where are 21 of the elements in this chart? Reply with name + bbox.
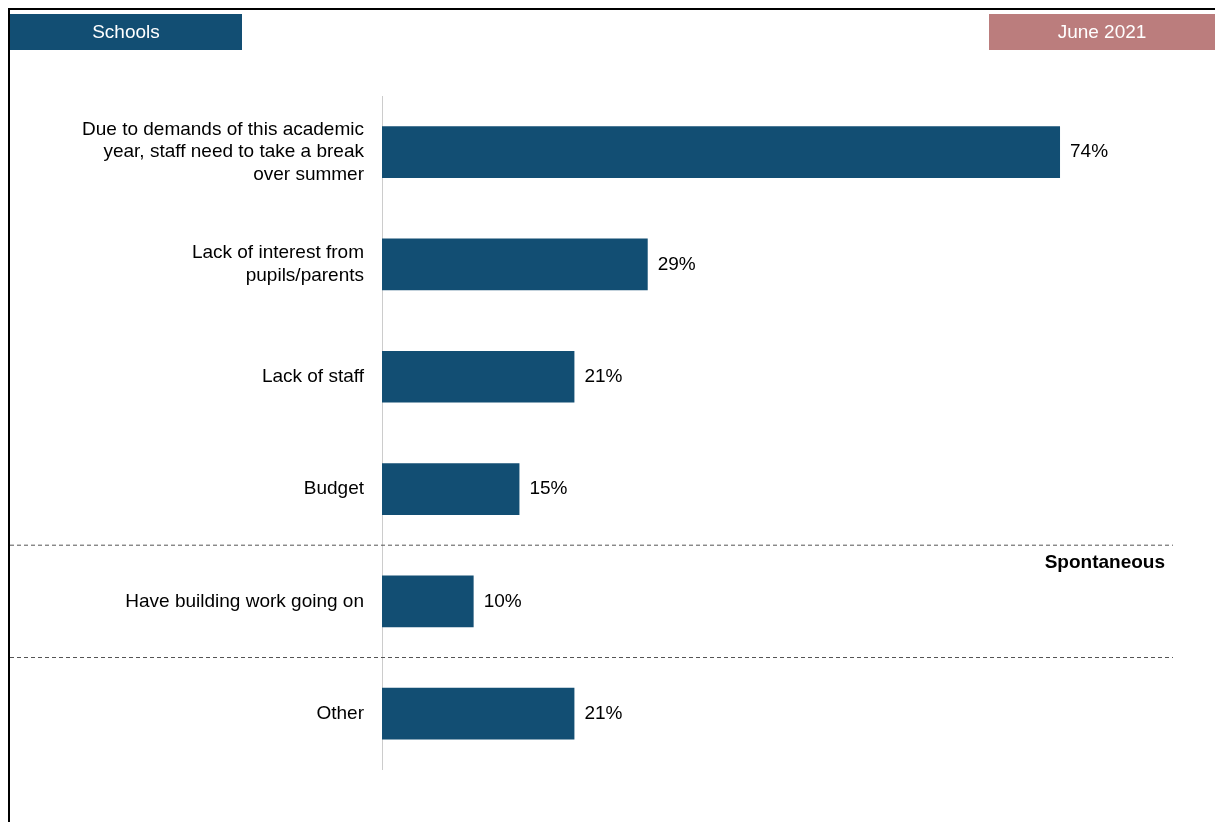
y-tick-label: Lack of staff xyxy=(261,364,365,386)
data-label: 74% xyxy=(1070,140,1109,162)
y-tick-label: Other xyxy=(316,701,365,723)
y-tick-label: Have building work going on xyxy=(125,589,364,611)
bar xyxy=(382,350,575,403)
data-label: 10% xyxy=(483,589,522,611)
y-tick-label: Lack of interest from pupils/parents xyxy=(191,241,364,286)
y-tick-label: Due to demands of this academic year, staff need to take a break over summer xyxy=(82,117,365,185)
text: June 2021 xyxy=(989,14,1215,50)
bar xyxy=(382,126,1061,178)
annotation: Spontaneous xyxy=(1044,550,1165,572)
bar xyxy=(382,575,474,628)
data-label: 21% xyxy=(584,364,623,386)
data-label: 29% xyxy=(657,252,696,274)
data-label: 21% xyxy=(584,701,623,723)
bar xyxy=(382,238,648,291)
bar xyxy=(382,463,520,515)
data-label: 15% xyxy=(529,477,568,499)
bar xyxy=(382,687,575,740)
text: Schools xyxy=(10,14,242,50)
y-tick-label: Budget xyxy=(303,477,365,499)
